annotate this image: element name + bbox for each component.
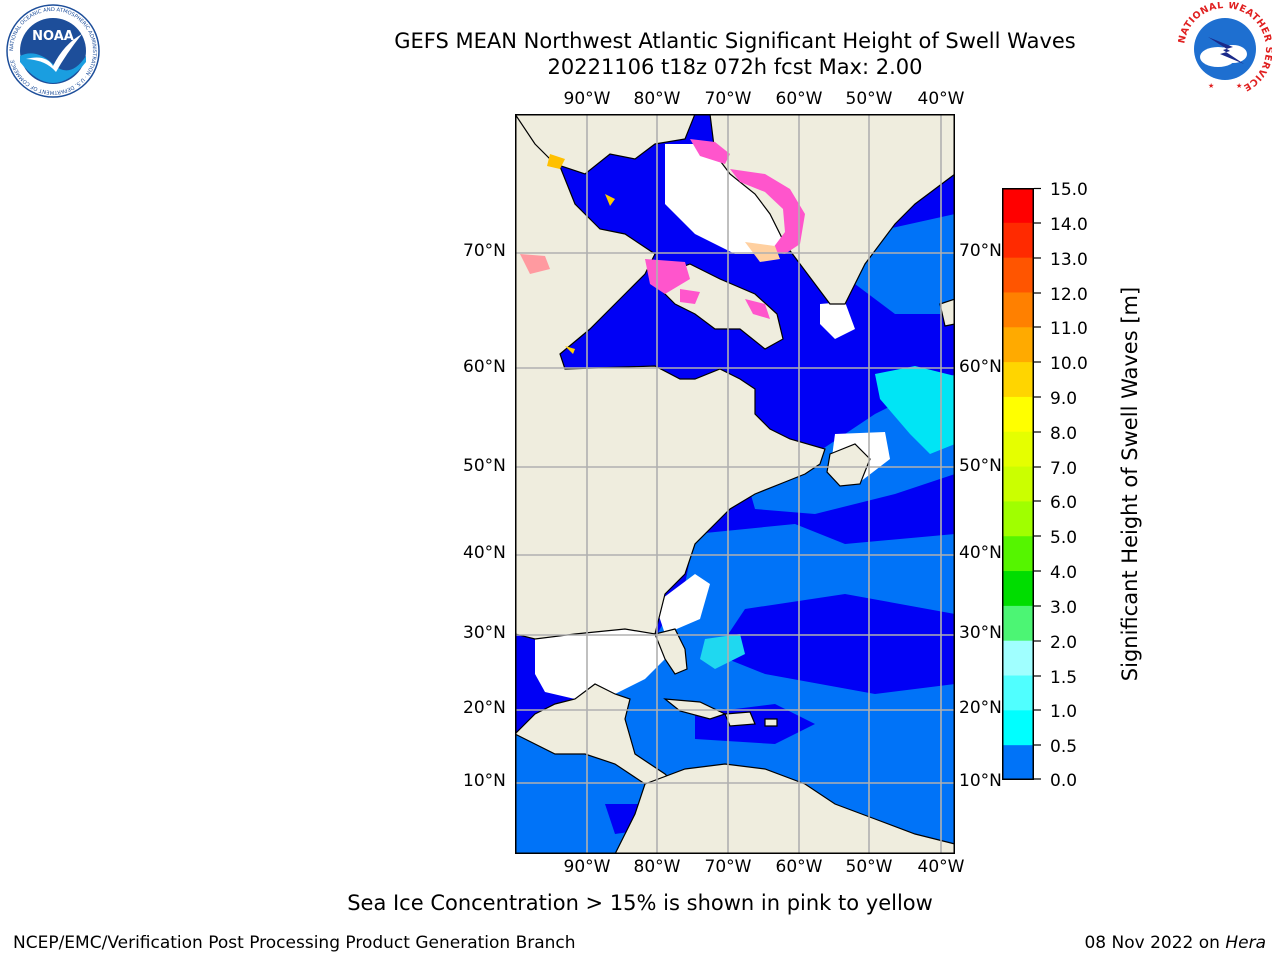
lat-label-right: 40°N [959,543,1002,563]
colorbar-segment [1002,327,1034,363]
lat-label-left: 10°N [463,771,506,791]
colorbar-segment [1002,431,1034,468]
land-cuba [663,698,727,720]
land-greenland [709,114,955,305]
lat-label-right: 20°N [959,698,1002,718]
colorbar-segment [1002,466,1034,503]
colorbar-segment [1002,362,1034,398]
lon-label-bottom: 90°W [563,857,611,877]
colorbar-segment [1002,605,1034,642]
colorbar-tick-label: 7.0 [1050,459,1078,479]
colorbar-segment [1002,640,1034,677]
lon-label-top: 50°W [845,89,893,109]
colorbar-tick-label: 9.0 [1050,389,1078,409]
lat-label-left: 50°N [463,456,506,476]
lat-label-right: 60°N [959,357,1002,377]
lat-label-right: 30°N [959,623,1002,643]
lat-label-left: 60°N [463,357,506,377]
noaa-logo: NATIONAL OCEANIC AND ATMOSPHERIC ADMINIS… [6,4,100,98]
colorbar-ticks: 15.0 14.0 13.0 12.0 11.0 10.0 9.0 8.0 7.… [1034,180,1104,791]
colorbar-tick-label: 3.0 [1050,598,1078,618]
lon-label-bottom: 50°W [845,857,893,877]
colorbar-segment [1002,536,1034,572]
lon-label-top: 80°W [633,89,681,109]
colorbar-tick-label: 6.0 [1050,493,1078,513]
colorbar-tick-label: 0.0 [1050,771,1078,791]
lat-label-right: 50°N [959,456,1002,476]
land-hispaniola [724,711,756,727]
map-frame [515,114,955,854]
svg-text:★: ★ [1236,82,1242,90]
colorbar-segment [1002,257,1034,294]
land-europe-edge [939,298,955,327]
colorbar-tick-label: 1.0 [1050,702,1078,722]
colorbar-segment [1002,571,1034,607]
colorbar-segment [1002,710,1034,746]
colorbar-segment [1002,222,1034,259]
lat-label-right: 10°N [959,771,1002,791]
run-date: 08 Nov 2022 on Hera [1084,933,1266,953]
land-central-america [515,683,677,785]
colorbar-segment [1002,501,1034,537]
colorbar-tick-label: 5.0 [1050,528,1078,548]
colorbar-tick-label: 8.0 [1050,424,1078,444]
lon-label-top: 90°W [563,89,611,109]
land-caribbean-islands [764,718,778,727]
land-south-america [614,763,955,854]
lon-label-top: 40°W [917,89,965,109]
swell-patch-0-0.5 [715,594,955,694]
no-data-atlantic-coast [655,574,710,634]
sea-ice-note: Sea Ice Concentration > 15% is shown in … [347,891,933,915]
lat-label-right: 70°N [959,241,1002,261]
colorbar-tick-label: 4.0 [1050,563,1078,583]
lat-label-left: 30°N [463,623,506,643]
colorbar-segment [1002,396,1034,433]
colorbar-tick-label: 14.0 [1050,215,1088,235]
lon-label-bottom: 60°W [775,857,823,877]
colorbar-segment [1002,292,1034,328]
swell-height-map [515,114,955,854]
colorbar-tick-label: 15.0 [1050,180,1088,200]
colorbar [1002,188,1034,780]
land-florida [654,628,688,675]
lon-label-bottom: 70°W [704,857,752,877]
lon-label-top: 70°W [704,89,752,109]
lat-label-left: 20°N [463,698,506,718]
land-newfoundland [826,443,871,487]
colorbar-tick-label: 13.0 [1050,250,1088,270]
colorbar-label-wrap: Significant Height of Swell Waves [m] [1100,188,1160,780]
colorbar-tick-label: 0.5 [1050,737,1078,757]
land-north-america [515,114,826,640]
colorbar-tick-marks [1034,187,1041,780]
forecast-subtitle: 20221106 t18z 072h fcst Max: 2.00 [547,55,923,79]
lat-label-left: 70°N [463,241,506,261]
colorbar-label: Significant Height of Swell Waves [m] [1118,286,1142,682]
colorbar-tick-label: 12.0 [1050,285,1088,305]
no-data-patch [820,302,855,339]
colorbar-segment [1002,745,1034,780]
machine-name: Hera [1225,933,1266,953]
colorbar-tick-label: 1.5 [1050,668,1078,688]
colorbar-segment [1002,675,1034,711]
lon-label-top: 60°W [775,89,823,109]
svg-text:★: ★ [1208,82,1214,90]
colorbar-tick-label: 2.0 [1050,633,1078,653]
graticule [515,114,955,854]
land-baffin-island [648,263,784,350]
no-data-gulf [535,629,665,699]
svg-text:NOAA: NOAA [32,29,74,44]
lon-label-bottom: 80°W [633,857,681,877]
map-title: GEFS MEAN Northwest Atlantic Significant… [394,29,1076,53]
lat-label-left: 40°N [463,543,506,563]
colorbar-segment [1002,188,1034,224]
credit-text: NCEP/EMC/Verification Post Processing Pr… [13,933,576,953]
swell-patch-1-1.5 [875,366,955,454]
run-date-text: 08 Nov 2022 on [1084,933,1220,953]
lon-label-bottom: 40°W [917,857,965,877]
colorbar-tick-label: 10.0 [1050,354,1088,374]
colorbar-tick-label: 11.0 [1050,319,1088,339]
swell-patch-1-1.5 [700,634,745,669]
